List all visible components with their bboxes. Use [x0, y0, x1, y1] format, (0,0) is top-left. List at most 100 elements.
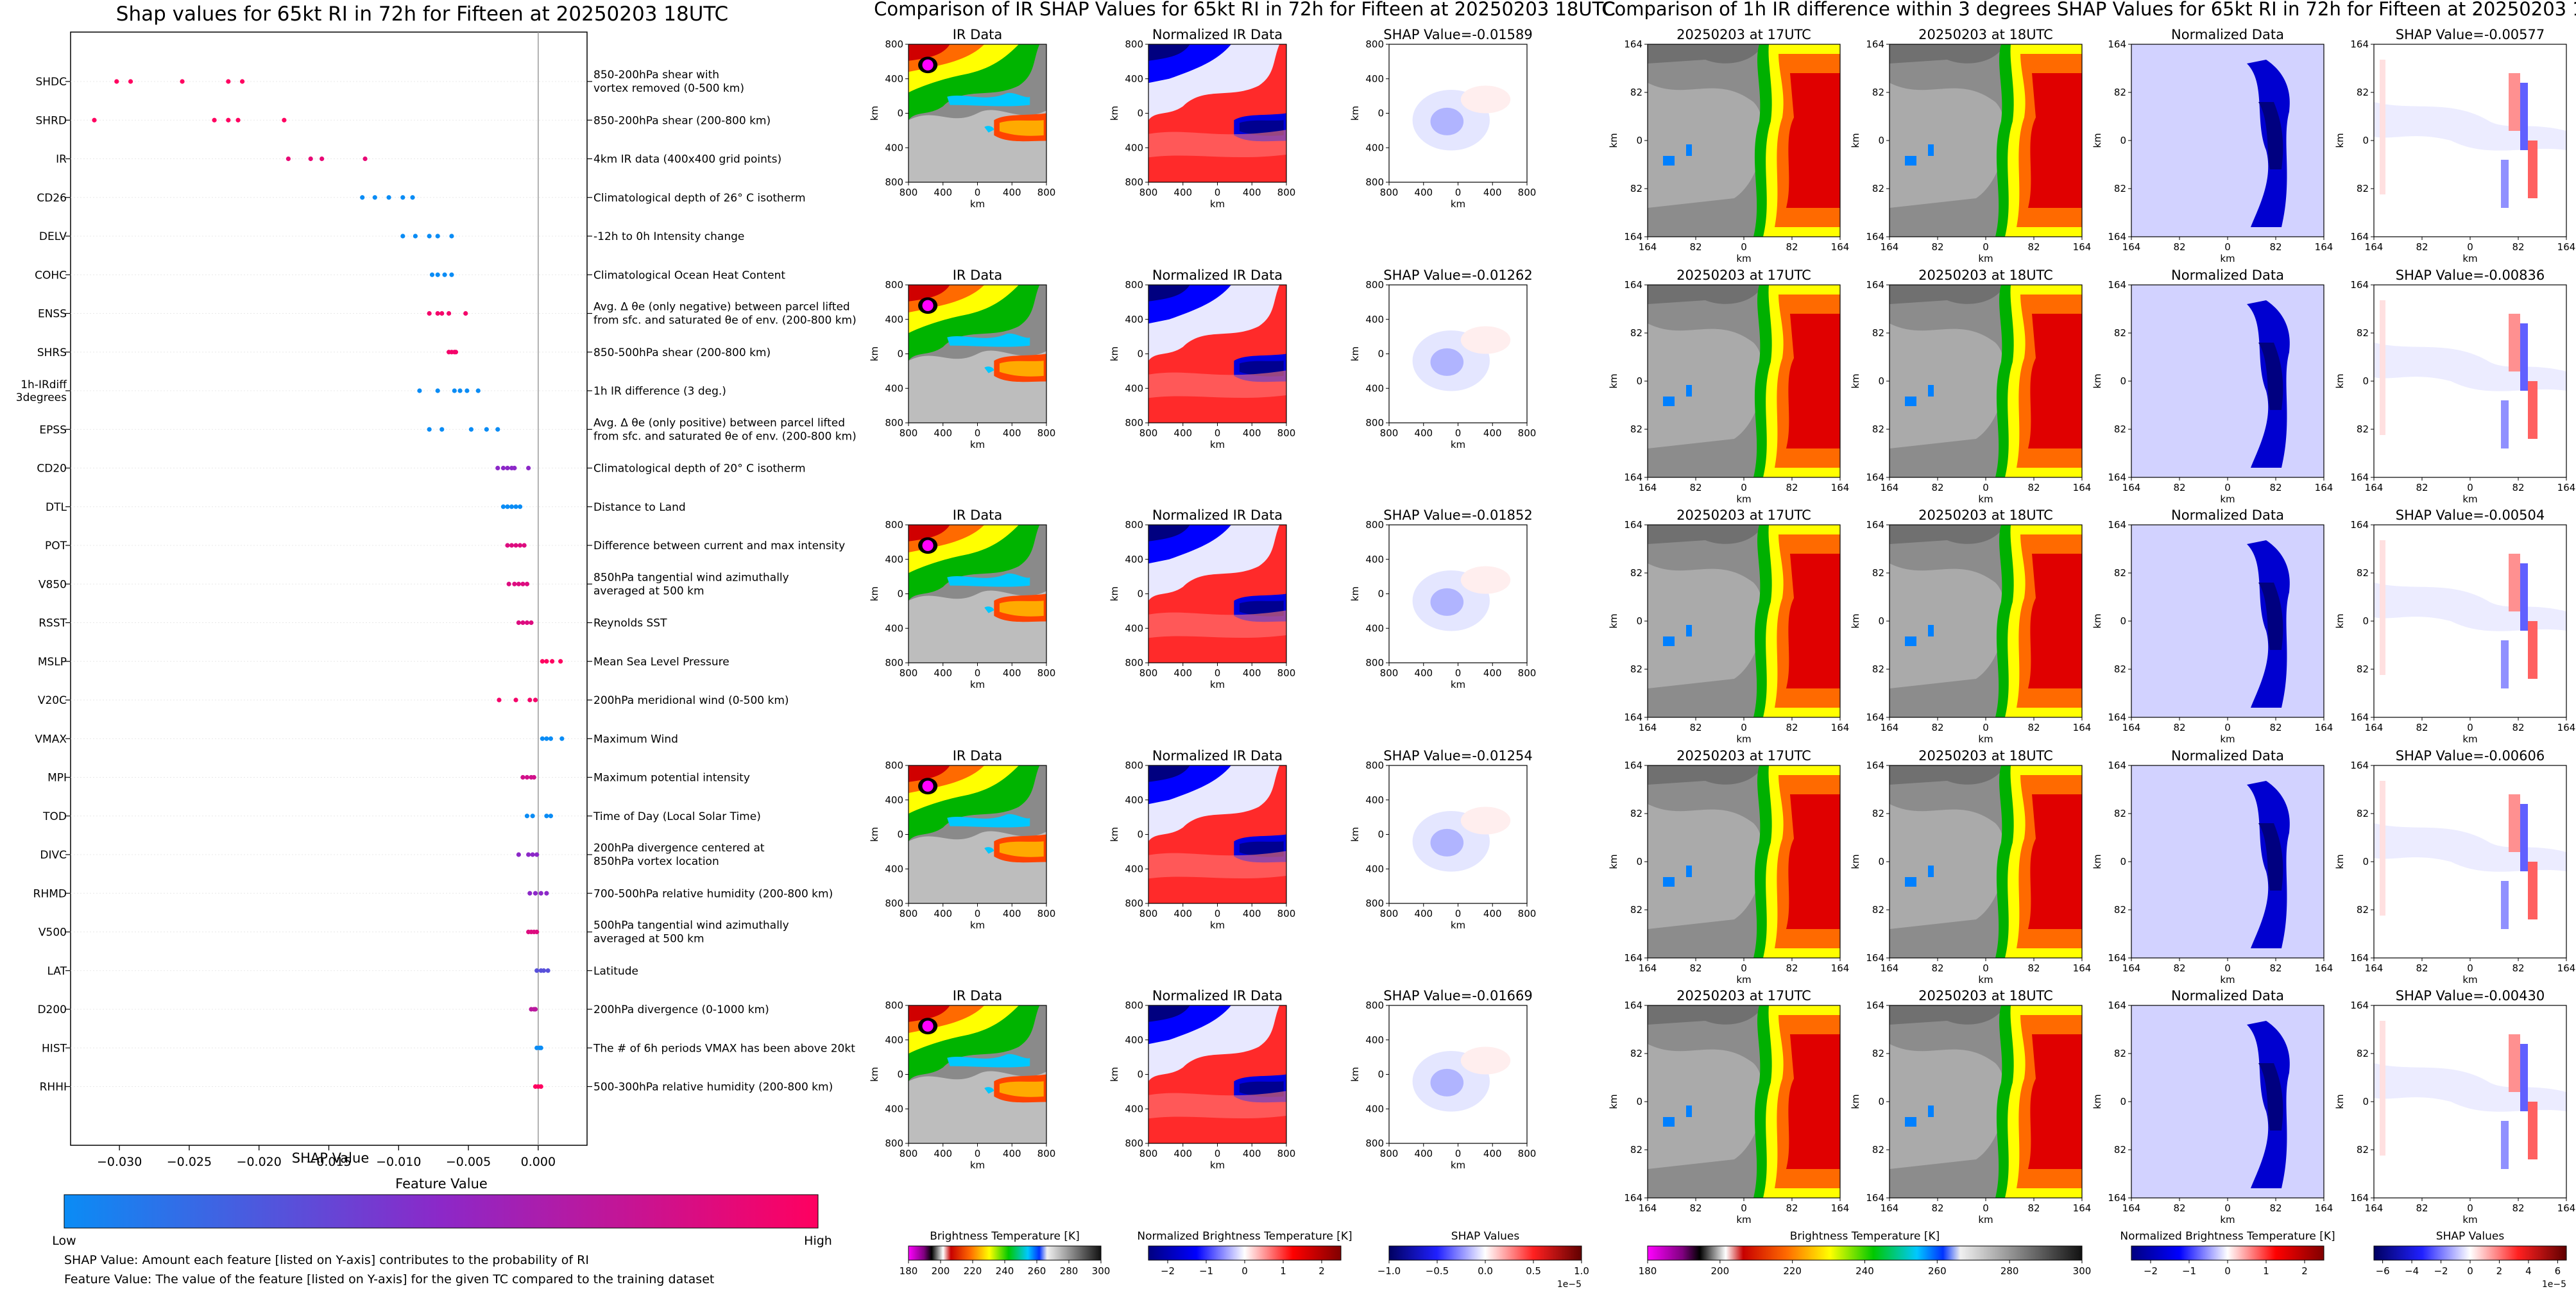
x-tick-label: 0: [1741, 962, 1747, 974]
x-tick-label: 0: [1983, 241, 1989, 253]
y-tick-label: 164: [1866, 472, 1884, 483]
y-tick-label: 164: [1866, 519, 1884, 531]
y-tick-label: 82: [1630, 183, 1642, 194]
y-tick-label: 164: [1624, 519, 1642, 531]
x-axis-label: km: [1451, 919, 1465, 931]
y-tick-label: 0: [1378, 829, 1384, 841]
column-title: IR Data: [953, 27, 1003, 42]
y-tick-label: 82: [1630, 904, 1642, 916]
x-tick-label: 164: [2073, 241, 2092, 253]
feature-name: DIVC: [40, 849, 67, 862]
x-axis-label: km: [1978, 1214, 1993, 1225]
feature-description: Difference between current and max inten…: [593, 540, 845, 552]
colorbar-tick-label: 240: [1855, 1265, 1874, 1277]
shap-point: [447, 311, 452, 316]
x-tick-label: 164: [2315, 482, 2333, 493]
shap-map: [1389, 765, 1527, 903]
shap-point: [538, 891, 543, 896]
shap-point: [513, 504, 518, 509]
x-axis-label: km: [1210, 679, 1225, 690]
colorbar-label: SHAP Values: [2436, 1230, 2505, 1243]
x-tick-label: 0: [2224, 722, 2231, 733]
x-tick-label: 82: [2416, 722, 2428, 733]
y-tick-label: 400: [1365, 863, 1384, 875]
y-tick-label: 164: [1624, 472, 1642, 483]
shap-point: [180, 79, 185, 84]
x-tick-label: 800: [1277, 1148, 1296, 1159]
x-axis-label: km: [1451, 439, 1465, 450]
colorbar-label: Normalized Brightness Temperature [K]: [1137, 1230, 1352, 1243]
colorbar-tick-label: 220: [1783, 1265, 1802, 1277]
y-tick-label: 82: [2357, 663, 2369, 675]
shap-value-title: SHAP Value=-0.01852: [1383, 508, 1533, 523]
shap-point: [524, 814, 530, 819]
x-tick-label: 800: [1518, 427, 1537, 439]
shap-point: [534, 929, 540, 935]
y-tick-label: 400: [885, 794, 903, 806]
shap-point: [468, 427, 474, 432]
y-axis-label: km: [1349, 106, 1361, 121]
x-tick-label: 82: [2173, 722, 2185, 733]
x-tick-label: 164: [1881, 962, 1899, 974]
shap-point: [475, 388, 481, 393]
y-tick-label: 0: [897, 1069, 903, 1080]
shap-summary-plot: Shap values for 65kt RI in 72h for Fifte…: [16, 3, 857, 1286]
x-axis-label: km: [1736, 253, 1751, 264]
colorbar-tick-label: −1: [2182, 1265, 2196, 1277]
x-axis-label: km: [1736, 974, 1751, 986]
y-tick-label: 800: [885, 417, 903, 429]
x-axis-label: km: [2220, 253, 2235, 264]
shap-point: [550, 659, 555, 664]
y-axis-label: km: [2334, 373, 2346, 388]
x-tick-label: 82: [1786, 962, 1798, 974]
x-tick-label: 164: [1831, 722, 1850, 733]
shap-point: [526, 465, 531, 471]
colorbar-tick-label: −6: [2376, 1265, 2390, 1277]
colorbar-high-label: High: [804, 1234, 832, 1248]
colorbar-tick-label: 240: [996, 1265, 1014, 1277]
y-tick-label: 800: [885, 898, 903, 909]
y-tick-label: 82: [1630, 663, 1642, 675]
shap-point: [520, 620, 525, 626]
x-tick-label: 400: [1414, 187, 1433, 198]
x-tick-label: 800: [1139, 427, 1158, 439]
shap-point: [495, 427, 500, 432]
shap-point: [449, 234, 454, 239]
y-tick-label: 82: [1630, 87, 1642, 98]
feature-description: averaged at 500 km: [593, 585, 704, 597]
feature-description: 850hPa vortex location: [593, 855, 719, 868]
y-tick-label: 82: [2357, 808, 2369, 819]
y-tick-label: 0: [1636, 375, 1642, 387]
y-axis-label: km: [1109, 346, 1120, 361]
column-title: Normalized Data: [2171, 748, 2284, 764]
y-axis-label: km: [2092, 613, 2103, 628]
y-axis-label: km: [1850, 373, 1861, 388]
shap-point: [527, 891, 533, 896]
x-axis-label: km: [970, 198, 985, 210]
x-tick-label: 0: [975, 1148, 981, 1159]
x-tick-label: 82: [2173, 241, 2185, 253]
x-tick-label: 400: [1173, 427, 1192, 439]
x-tick-label: 164: [1831, 241, 1850, 253]
shap-point: [509, 504, 515, 509]
y-tick-label: 82: [1872, 1144, 1884, 1156]
x-tick-label: 400: [1414, 667, 1433, 679]
feature-description: Distance to Land: [593, 501, 686, 514]
column-title: Normalized Data: [2171, 988, 2284, 1003]
x-tick-label: 800: [1277, 667, 1296, 679]
y-tick-label: 800: [1365, 760, 1384, 771]
colorbar-label: Normalized Brightness Temperature [K]: [2120, 1230, 2335, 1243]
y-tick-label: 800: [1365, 1000, 1384, 1011]
x-tick-label: 800: [1139, 187, 1158, 198]
x-tick-label: 400: [1003, 187, 1021, 198]
x-tick-label: 800: [1518, 667, 1537, 679]
x-tick-label: 0: [975, 187, 981, 198]
x-tick-label: 800: [1139, 908, 1158, 919]
y-tick-label: 0: [2362, 375, 2369, 387]
y-tick-label: 0: [1137, 1069, 1143, 1080]
x-tick-label: 400: [1414, 427, 1433, 439]
shap-value-title: SHAP Value=-0.00430: [2396, 988, 2545, 1003]
x-tick-label: 0: [2467, 1202, 2473, 1214]
column-title: Normalized IR Data: [1152, 27, 1283, 42]
y-tick-label: 164: [2108, 519, 2126, 531]
